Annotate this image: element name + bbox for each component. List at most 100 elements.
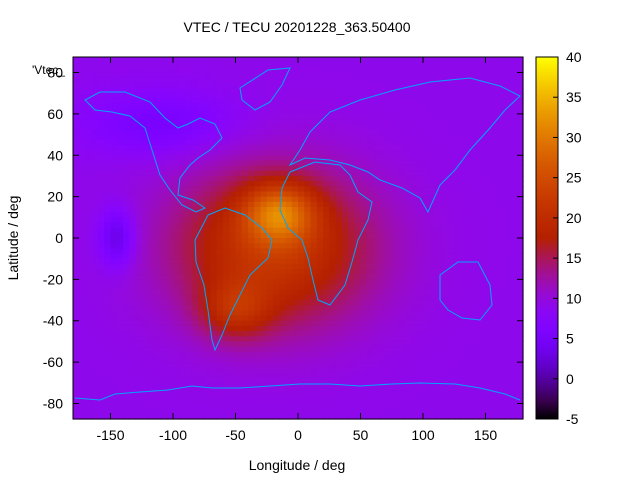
- heatmap-cell: [73, 289, 80, 296]
- heatmap-cell: [191, 269, 199, 275]
- heatmap-cell: [473, 325, 480, 332]
- heatmap-cell: [204, 310, 212, 317]
- heatmap-cell: [491, 274, 499, 280]
- heatmap-cell: [516, 119, 524, 125]
- heatmap-cell: [479, 175, 487, 182]
- heatmap-cell: [379, 103, 387, 110]
- heatmap-cell: [98, 191, 105, 198]
- heatmap-cell: [373, 170, 380, 177]
- heatmap-cell: [185, 341, 193, 348]
- heatmap-cell: [248, 393, 255, 399]
- heatmap-cell: [285, 362, 293, 368]
- heatmap-cell: [510, 160, 518, 167]
- heatmap-cell: [73, 181, 80, 187]
- heatmap-cell: [79, 67, 87, 74]
- heatmap-cell: [129, 186, 137, 193]
- heatmap-cell: [373, 88, 380, 94]
- heatmap-cell: [473, 315, 480, 322]
- heatmap-cell: [354, 320, 362, 327]
- heatmap-cell: [485, 72, 493, 79]
- heatmap-cell: [435, 331, 443, 337]
- heatmap-cell: [185, 103, 193, 110]
- heatmap-cell: [348, 331, 355, 337]
- heatmap-cell: [116, 93, 124, 99]
- heatmap-cell: [154, 346, 162, 353]
- heatmap-cell: [104, 88, 112, 94]
- heatmap-cell: [298, 212, 305, 218]
- heatmap-cell: [148, 258, 155, 265]
- heatmap-cell: [166, 300, 174, 306]
- heatmap-cell: [310, 134, 318, 141]
- heatmap-cell: [160, 248, 168, 255]
- heatmap-cell: [329, 108, 337, 115]
- heatmap-cell: [466, 222, 474, 229]
- heatmap-cell: [485, 160, 493, 167]
- heatmap-cell: [160, 227, 168, 234]
- heatmap-cell: [291, 57, 299, 63]
- heatmap-cell: [429, 175, 437, 182]
- heatmap-cell: [491, 258, 499, 265]
- heatmap-cell: [210, 144, 218, 151]
- heatmap-cell: [416, 170, 424, 177]
- heatmap-cell: [435, 377, 443, 384]
- heatmap-cell: [85, 103, 93, 110]
- heatmap-cell: [179, 144, 187, 151]
- heatmap-cell: [98, 367, 105, 374]
- heatmap-cell: [185, 336, 193, 343]
- heatmap-cell: [416, 289, 424, 296]
- heatmap-cell: [148, 336, 155, 343]
- heatmap-cell: [85, 336, 93, 343]
- heatmap-cell: [104, 206, 112, 213]
- heatmap-cell: [279, 150, 287, 156]
- heatmap-cell: [285, 93, 293, 99]
- heatmap-cell: [410, 403, 418, 410]
- heatmap-cell: [348, 165, 355, 172]
- heatmap-cell: [454, 175, 462, 182]
- heatmap-cell: [323, 253, 330, 260]
- heatmap-cell: [135, 170, 143, 177]
- heatmap-cell: [185, 82, 193, 89]
- heatmap-cell: [466, 403, 474, 410]
- heatmap-cell: [366, 315, 374, 322]
- heatmap-cell: [479, 387, 487, 394]
- heatmap-cell: [141, 325, 149, 332]
- heatmap-cell: [216, 160, 224, 167]
- heatmap-cell: [473, 248, 480, 255]
- heatmap-cell: [198, 57, 205, 63]
- heatmap-cell: [254, 351, 262, 358]
- heatmap-cell: [379, 305, 387, 311]
- heatmap-cell: [435, 67, 443, 74]
- heatmap-cell: [185, 196, 193, 203]
- heatmap-cell: [285, 196, 293, 203]
- heatmap-cell: [85, 238, 93, 244]
- heatmap-cell: [148, 320, 155, 327]
- heatmap-cell: [235, 408, 243, 415]
- heatmap-cell: [85, 82, 93, 89]
- heatmap-cell: [148, 165, 155, 172]
- heatmap-cell: [379, 113, 387, 120]
- heatmap-cell: [210, 155, 218, 162]
- heatmap-cell: [404, 393, 412, 399]
- heatmap-cell: [441, 217, 449, 224]
- heatmap-cell: [504, 139, 512, 146]
- heatmap-cell: [248, 113, 255, 120]
- heatmap-cell: [116, 362, 124, 368]
- heatmap-cell: [285, 377, 293, 384]
- heatmap-cell: [73, 403, 80, 410]
- heatmap-cell: [441, 269, 449, 275]
- heatmap-cell: [441, 341, 449, 348]
- heatmap-cell: [173, 274, 180, 280]
- heatmap-cell: [385, 175, 393, 182]
- heatmap-cell: [516, 227, 524, 234]
- heatmap-cell: [485, 362, 493, 368]
- heatmap-cell: [473, 129, 480, 136]
- heatmap-cell: [160, 62, 168, 68]
- heatmap-cell: [85, 413, 93, 420]
- heatmap-cell: [373, 201, 380, 208]
- heatmap-cell: [85, 77, 93, 84]
- heatmap-cell: [210, 263, 218, 270]
- heatmap-cell: [154, 82, 162, 89]
- heatmap-cell: [398, 305, 405, 311]
- heatmap-cell: [329, 258, 337, 265]
- heatmap-cell: [166, 248, 174, 255]
